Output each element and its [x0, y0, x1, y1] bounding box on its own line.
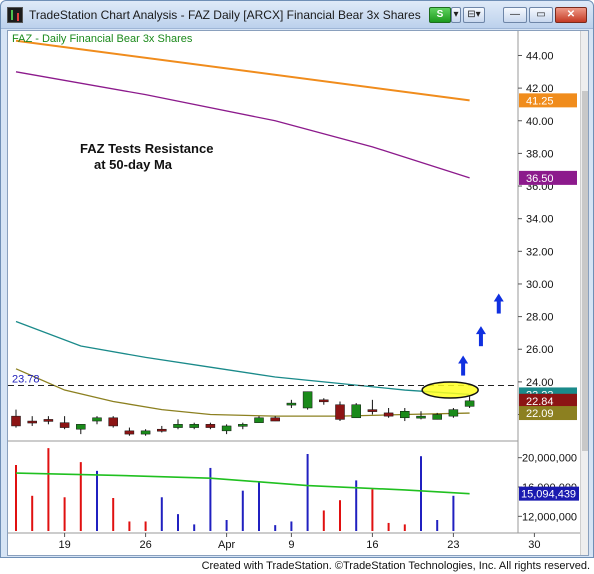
- annotation-text: FAZ Tests Resistance: [80, 141, 213, 156]
- maximize-button[interactable]: ▭: [529, 7, 553, 23]
- symbol-label: FAZ - Daily Financial Bear 3x Shares: [12, 33, 193, 45]
- time-tick-label: 30: [528, 539, 540, 551]
- candle-body: [76, 424, 86, 430]
- up-arrow-head: [475, 326, 486, 335]
- candle-body: [432, 414, 442, 420]
- candle-body: [238, 424, 248, 427]
- tradestation-app-icon[interactable]: [7, 7, 23, 23]
- candle-body: [124, 430, 135, 435]
- price-tick-label: 44.00: [526, 50, 554, 62]
- candle-body: [383, 412, 394, 417]
- candle-body: [59, 422, 70, 428]
- time-tick-label: 19: [58, 539, 70, 551]
- moving-average-line: [15, 71, 470, 179]
- price-tag-label: 36.50: [526, 173, 554, 185]
- candle-body: [448, 409, 459, 417]
- vertical-scrollbar[interactable]: [580, 31, 588, 555]
- candle-body: [302, 391, 313, 409]
- moving-average-line: [15, 39, 470, 102]
- volume-tick-label: 12,000,000: [522, 511, 577, 523]
- volume-current-tag: [519, 486, 579, 501]
- price-tick-label: 28.00: [526, 312, 554, 324]
- candle-body: [11, 415, 21, 427]
- candle-body: [92, 417, 102, 422]
- minimize-button[interactable]: —: [503, 7, 527, 23]
- context-menu-button[interactable]: ⊟▾: [463, 7, 485, 23]
- time-tick-label: 23: [447, 539, 459, 551]
- candle-body: [416, 415, 426, 419]
- moving-average-line: [15, 368, 470, 417]
- candle-body: [157, 428, 167, 432]
- candle-body: [27, 420, 37, 424]
- price-tag: [519, 406, 577, 421]
- candle-body: [351, 404, 361, 419]
- candle-body: [43, 419, 54, 422]
- time-tick-label: Apr: [218, 539, 235, 551]
- price-tick-label: 40.00: [526, 116, 554, 128]
- time-tick-label: 9: [288, 539, 294, 551]
- candle-body: [319, 399, 329, 403]
- candle-body: [140, 430, 151, 435]
- price-tag-label: 22.09: [526, 408, 554, 420]
- candle-body: [400, 411, 410, 419]
- price-tag: [519, 393, 577, 408]
- time-tick-label: 26: [139, 539, 151, 551]
- candle-body: [286, 402, 297, 406]
- up-arrow-head: [493, 293, 504, 302]
- price-tag: [519, 170, 577, 185]
- time-tick-label: 16: [366, 539, 378, 551]
- candle-body: [335, 404, 345, 420]
- price-tick-label: 34.00: [526, 214, 554, 226]
- volume-current-label: 15,094,439: [521, 489, 576, 501]
- candle-body: [221, 425, 232, 432]
- price-tick-label: 32.00: [526, 246, 554, 258]
- price-tick-label: 38.00: [526, 148, 554, 160]
- resistance-label: 23.78: [12, 373, 40, 385]
- candle-body: [270, 417, 280, 422]
- candle-body: [173, 424, 183, 428]
- moving-average-line: [15, 320, 470, 396]
- close-button[interactable]: ✕: [555, 7, 587, 23]
- annotation-text: at 50-day Ma: [94, 157, 173, 172]
- status-dropdown-button[interactable]: ▾: [451, 7, 461, 23]
- candle-body: [189, 424, 199, 428]
- status-button[interactable]: S: [429, 7, 451, 23]
- window-title: TradeStation Chart Analysis - FAZ Daily …: [29, 8, 421, 22]
- candle-body: [205, 424, 216, 428]
- chart-window: TradeStation Chart Analysis - FAZ Daily …: [0, 0, 594, 558]
- price-tick-label: 30.00: [526, 279, 554, 291]
- candle-body: [254, 417, 264, 423]
- price-tick-label: 26.00: [526, 344, 554, 356]
- candle-body: [464, 400, 475, 407]
- volume-tick-label: 20,000,000: [522, 453, 577, 465]
- price-axis-panel: [518, 31, 580, 555]
- scrollbar-thumb[interactable]: [582, 91, 588, 451]
- candle-body: [367, 409, 378, 412]
- price-tag-label: 22.84: [526, 396, 554, 408]
- copyright-footer: Created with TradeStation. ©TradeStation…: [0, 558, 594, 574]
- price-volume-chart[interactable]: 44.0042.0040.0038.0036.0034.0032.0030.00…: [8, 31, 580, 555]
- title-bar[interactable]: TradeStation Chart Analysis - FAZ Daily …: [1, 1, 593, 29]
- volume-average-line: [15, 472, 470, 495]
- candle-body: [108, 417, 118, 427]
- price-tick-label: 24.00: [526, 377, 554, 389]
- highlight-ellipse: [421, 381, 479, 399]
- price-tag: [519, 93, 577, 108]
- up-arrow-head: [458, 355, 469, 364]
- price-tick-label: 42.00: [526, 83, 554, 95]
- chart-panel[interactable]: 44.00 42.00 40.00 38.00 36.00 34.00 32.00 30.00…: [7, 30, 589, 556]
- price-tag-label: 41.25: [526, 95, 554, 107]
